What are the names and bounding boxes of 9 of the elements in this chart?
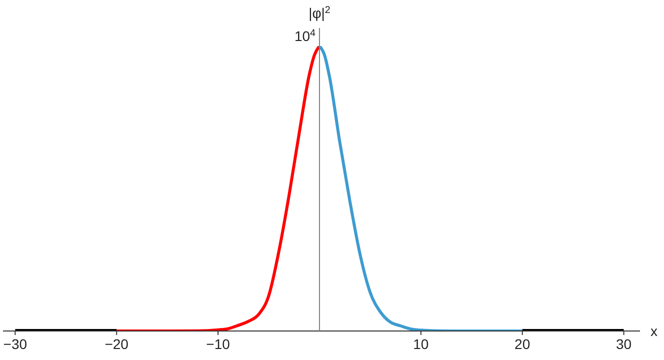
x-tick-label: −20	[104, 336, 129, 352]
y-axis-title: |φ|$^{2}$	[308, 4, 330, 21]
x-axis-title: x	[650, 323, 658, 339]
x-tick-label: −30	[3, 336, 28, 352]
x-tick-label: 30	[616, 336, 632, 352]
x-tick-label: 20	[514, 336, 530, 352]
text: 10$^{4}$	[294, 28, 316, 44]
x-tick-label: 10	[413, 336, 429, 352]
x-tick-label: −10	[206, 336, 230, 352]
